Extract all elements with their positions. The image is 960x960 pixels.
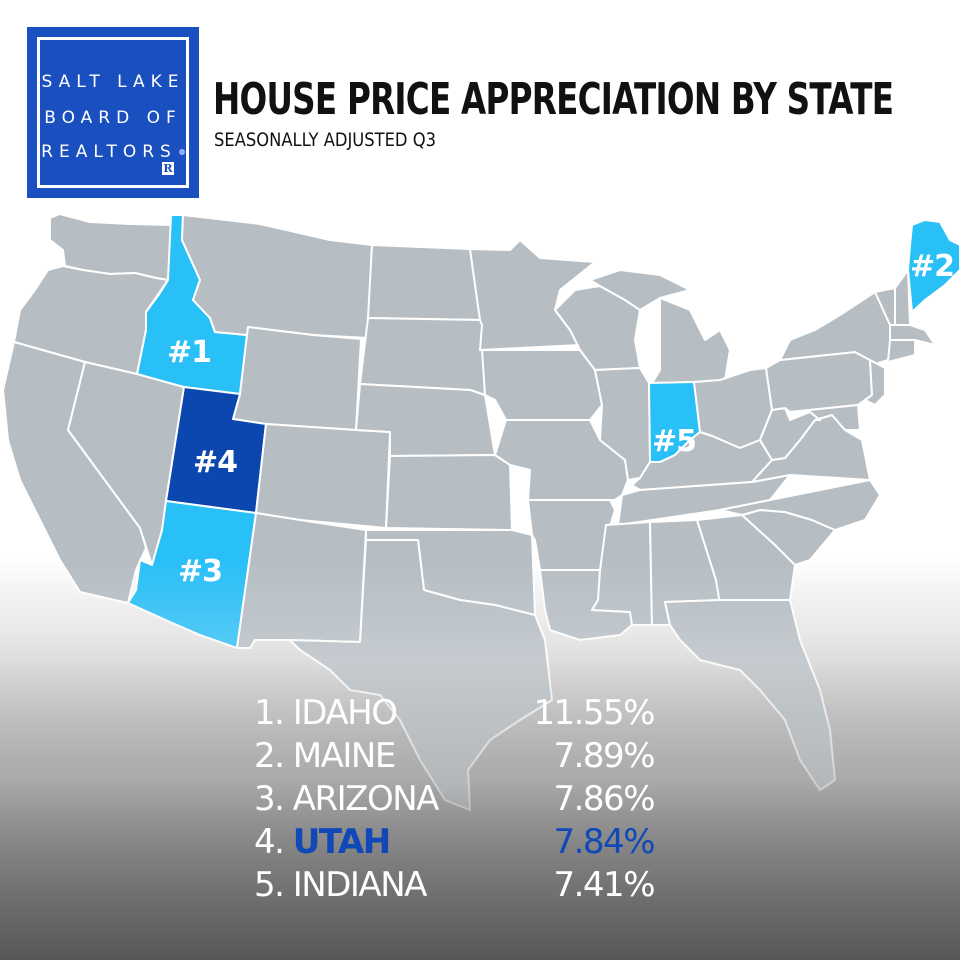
state-north-dakota: [367, 244, 481, 321]
map-label-arizona: #3: [178, 554, 223, 589]
ranking-number: 4.: [254, 822, 285, 862]
salt-lake-board-of-realtors-logo: SALT LAKE BOARD OF REALTORS R: [27, 27, 199, 198]
ranking-name: 2. MAINE: [254, 735, 397, 778]
state-kentucky: [631, 431, 773, 491]
state-michigan: [651, 297, 731, 384]
ranking-value: 7.41%: [553, 865, 655, 905]
map-label-utah: #4: [193, 445, 238, 480]
state-south-dakota: [359, 317, 486, 396]
ranking-value: 7.86%: [553, 779, 655, 819]
ranking-name: 5. INDIANA: [254, 864, 428, 907]
state-new-hampshire: [894, 269, 911, 326]
logo-line-3: REALTORS: [40, 142, 186, 162]
state-montana: [181, 214, 373, 339]
ranking-state-highlighted: UTAH: [292, 822, 391, 862]
state-kansas: [385, 454, 513, 531]
ranking-row: 5. INDIANA 7.41%: [254, 864, 664, 907]
page-subtitle: SEASONALLY ADJUSTED Q3: [214, 129, 436, 151]
registered-dot-icon: [178, 149, 185, 155]
state-new-jersey: [864, 359, 886, 406]
ranking-number: 5.: [254, 865, 285, 905]
ranking-row: 3. ARIZONA 7.86%: [254, 778, 664, 821]
logo-line-3-text: REALTORS: [41, 142, 177, 162]
state-connecticut: [887, 339, 916, 363]
ranking-name: 3. ARIZONA: [254, 778, 440, 821]
map-label-maine: #2: [910, 249, 955, 284]
state-maine: [907, 219, 960, 313]
ranking-state: MAINE: [292, 736, 397, 776]
page-title: HOUSE PRICE APPRECIATION BY STATE: [213, 74, 894, 125]
map-label-idaho: #1: [167, 335, 212, 370]
logo-line-2: BOARD OF: [44, 108, 182, 128]
state-illinois: [594, 367, 651, 481]
state-florida: [664, 599, 836, 791]
ranking-state: IDAHO: [292, 693, 398, 733]
logo-frame: SALT LAKE BOARD OF REALTORS R: [37, 37, 189, 188]
state-new-mexico: [236, 512, 367, 649]
ranking-value: 11.55%: [533, 693, 655, 733]
ranking-row: 1. IDAHO 11.55%: [254, 692, 664, 735]
state-wisconsin: [554, 285, 641, 371]
ranking-state: ARIZONA: [292, 779, 440, 819]
state-north-carolina: [719, 479, 881, 531]
map-label-indiana: #5: [652, 424, 697, 459]
ranking-row-highlighted: 4. UTAH 7.84%: [254, 821, 664, 864]
ranking-value-highlighted: 7.84%: [553, 822, 655, 862]
state-pennsylvania: [765, 351, 873, 413]
logo-line-1: SALT LAKE: [41, 72, 185, 92]
ranking-state: INDIANA: [292, 865, 428, 905]
rankings-list: 1. IDAHO 11.55% 2. MAINE 7.89% 3. ARIZON…: [254, 692, 664, 907]
ranking-name: 4. UTAH: [254, 821, 391, 864]
ranking-value: 7.89%: [553, 736, 655, 776]
state-michigan-upper: [589, 269, 691, 311]
ranking-number: 1.: [254, 693, 285, 733]
state-new-york: [779, 289, 896, 366]
state-colorado: [255, 423, 391, 529]
realtor-r-icon: R: [162, 162, 174, 175]
state-iowa: [481, 349, 603, 421]
ranking-number: 2.: [254, 736, 285, 776]
state-wyoming: [232, 326, 362, 431]
ranking-row: 2. MAINE 7.89%: [254, 735, 664, 778]
ranking-number: 3.: [254, 779, 285, 819]
ranking-name: 1. IDAHO: [254, 692, 398, 735]
state-maryland: [789, 404, 861, 431]
